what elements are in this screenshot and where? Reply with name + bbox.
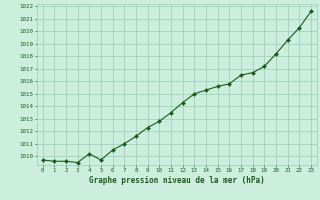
X-axis label: Graphe pression niveau de la mer (hPa): Graphe pression niveau de la mer (hPa)	[89, 176, 265, 185]
